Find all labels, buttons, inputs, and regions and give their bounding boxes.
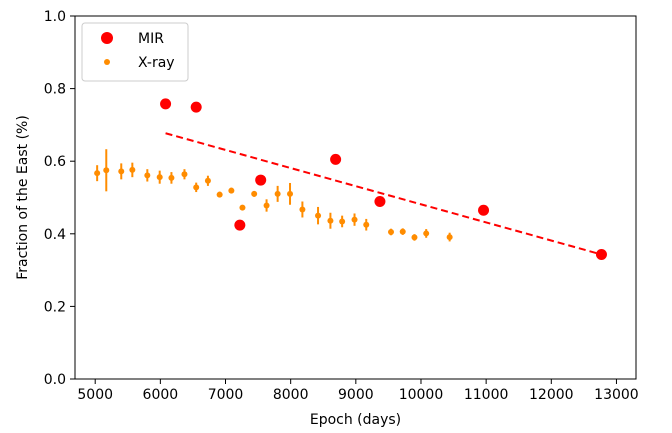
x-tick-label: 11000 (464, 387, 509, 403)
legend-xray-label: X-ray (138, 55, 175, 71)
legend-mir-marker (101, 32, 113, 44)
x-tick-label: 6000 (143, 387, 179, 403)
xray-point (204, 177, 211, 184)
mir-point (374, 195, 386, 207)
mir-point (255, 174, 267, 186)
xray-point (446, 234, 453, 241)
y-tick-label: 0.0 (44, 372, 66, 388)
x-tick-label: 10000 (399, 387, 444, 403)
y-tick-label: 0.2 (44, 299, 66, 315)
mir-series-group (160, 98, 607, 260)
mir-point (160, 98, 172, 110)
xray-point (363, 221, 370, 228)
xray-point (103, 167, 110, 174)
mir-point (478, 204, 490, 216)
mir-point (595, 248, 607, 260)
xray-point (287, 190, 294, 197)
xray-point (181, 171, 188, 178)
xray-point (156, 174, 163, 181)
xray-point (193, 184, 200, 191)
trend-line (165, 132, 602, 256)
xray-point (327, 217, 334, 224)
x-tick-label: 8000 (273, 387, 309, 403)
xray-point (423, 230, 430, 237)
xray-point (399, 228, 406, 235)
xray-point (315, 212, 322, 219)
y-tick-label: 0.4 (44, 227, 66, 243)
legend-box (81, 22, 189, 82)
xray-point (94, 170, 101, 177)
y-tick-label: 0.6 (44, 154, 66, 170)
x-tick-label: 12000 (529, 387, 574, 403)
xray-point (144, 172, 151, 179)
xray-point (228, 187, 235, 194)
xray-point (299, 206, 306, 213)
x-tick-label: 5000 (77, 387, 113, 403)
xray-point (251, 190, 258, 197)
legend: MIR X-ray (81, 22, 189, 82)
xray-point (129, 166, 136, 173)
x-tick-label: 13000 (594, 387, 639, 403)
xray-point (168, 174, 175, 181)
mir-point (190, 101, 202, 113)
xray-point (339, 218, 346, 225)
xray-point (118, 168, 125, 175)
y-tick-label: 1.0 (44, 9, 66, 25)
mir-point (234, 219, 246, 231)
legend-xray-marker (104, 59, 110, 65)
xray-point (351, 216, 358, 223)
xray-point (263, 202, 270, 209)
y-axis-label: Fraction of the East (%) (15, 115, 31, 280)
y-axis-ticks: 0.0 0.2 0.4 0.6 0.8 1.0 (44, 9, 75, 388)
xray-point (239, 204, 246, 211)
mir-point (330, 153, 342, 165)
y-tick-label: 0.8 (44, 82, 66, 98)
x-tick-label: 9000 (338, 387, 374, 403)
x-axis-label: Epoch (days) (310, 412, 401, 428)
trend-line-group (165, 132, 602, 256)
legend-mir-label: MIR (138, 31, 164, 47)
xray-series-group (94, 149, 453, 242)
xray-point (274, 190, 281, 197)
xray-point (216, 191, 223, 198)
xray-point (411, 234, 418, 241)
x-axis-ticks: 5000 6000 7000 8000 9000 10000 11000 12000 13000 (77, 379, 639, 403)
xray-point (388, 228, 395, 235)
x-tick-label: 7000 (208, 387, 244, 403)
